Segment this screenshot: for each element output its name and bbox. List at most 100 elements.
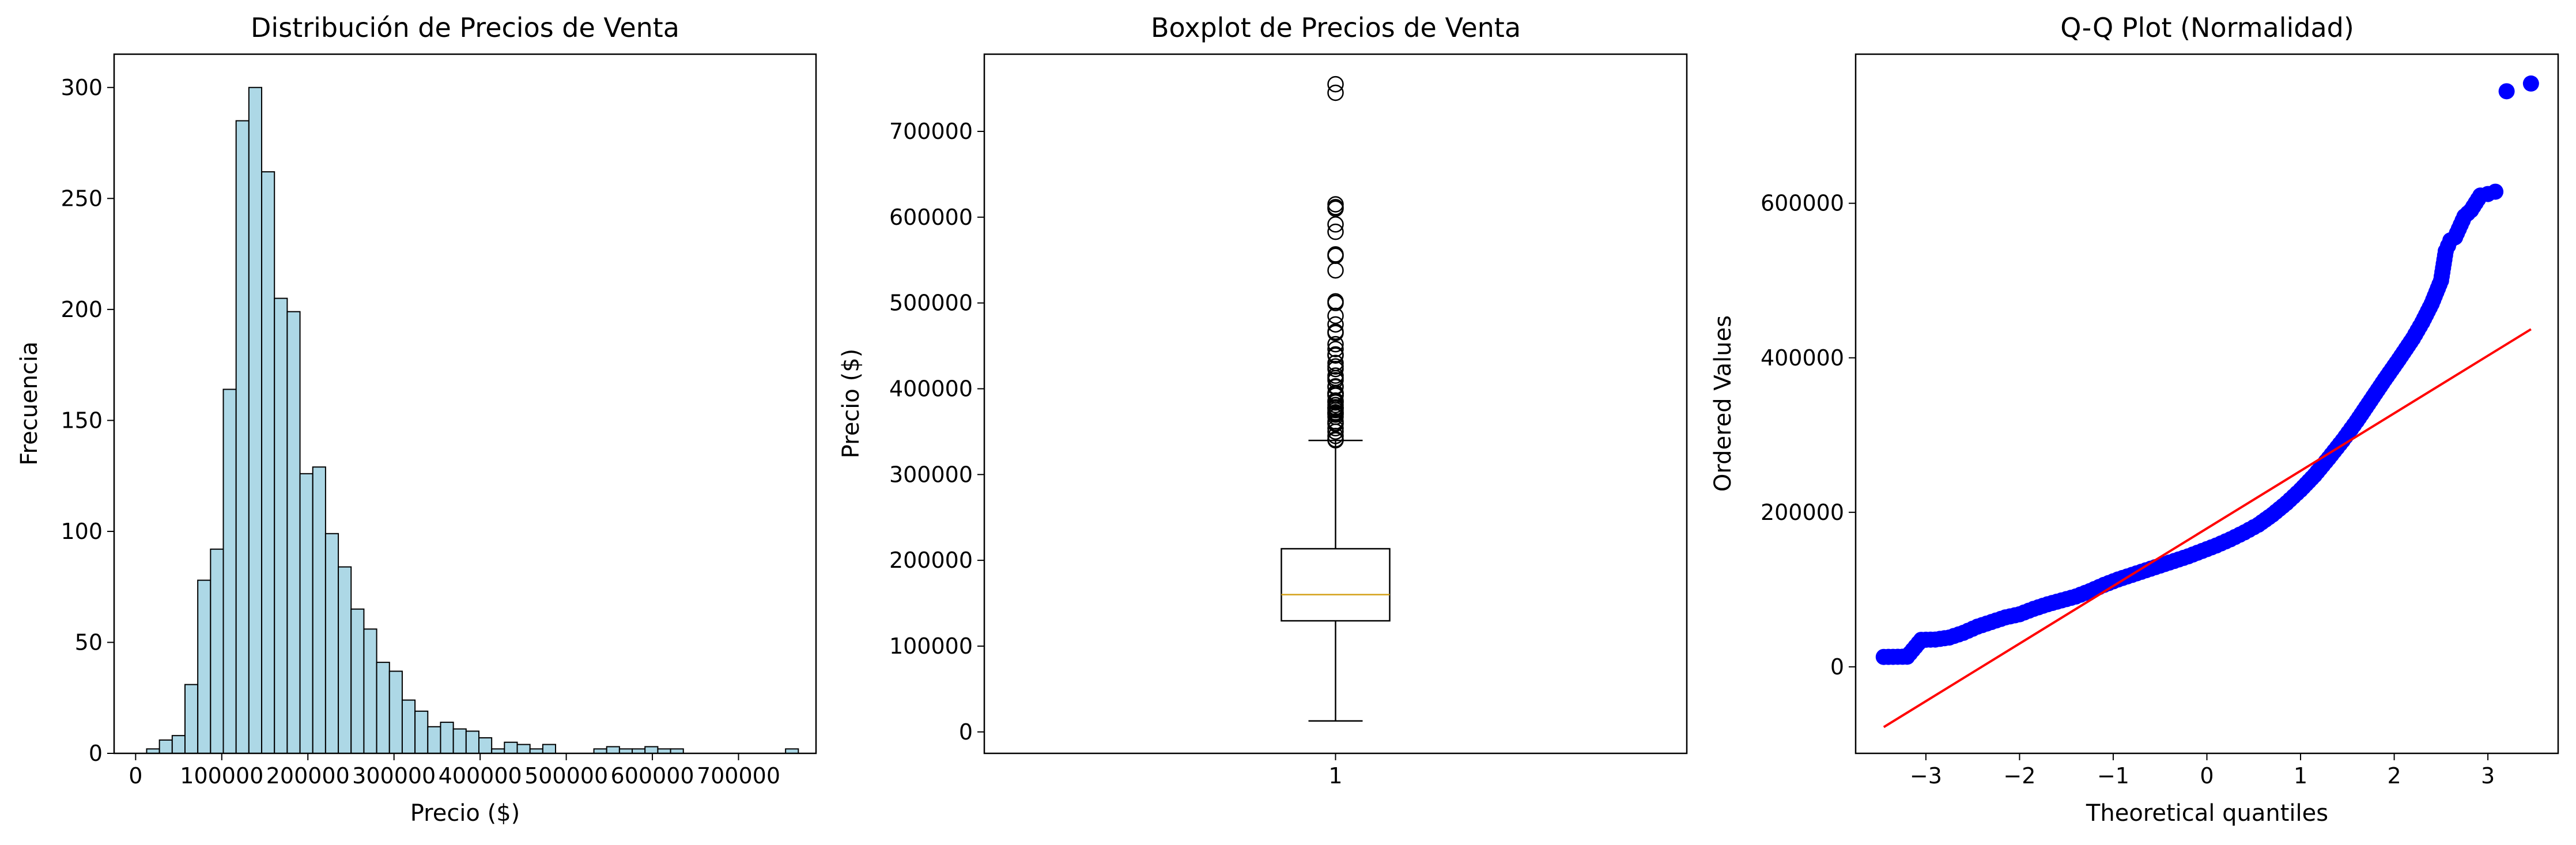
qq-x-ticks: −3 −2 −1 0 1 2 3 bbox=[1910, 753, 2495, 789]
iqr-box bbox=[1281, 548, 1391, 622]
histogram-bar bbox=[427, 726, 441, 755]
histogram-bar bbox=[606, 746, 620, 755]
x-tick-label: −1 bbox=[2097, 763, 2129, 789]
outlier-point bbox=[1327, 347, 1344, 364]
x-tick-label: 2 bbox=[2387, 763, 2401, 789]
x-tick-label: 200000 bbox=[266, 763, 350, 789]
histogram-bar bbox=[171, 735, 186, 754]
y-tick-label: 150 bbox=[61, 408, 103, 433]
qq-plot-body bbox=[1875, 75, 2539, 729]
qq-y-label: Ordered Values bbox=[1710, 315, 1736, 492]
histogram-bar bbox=[414, 710, 429, 755]
histogram-bar bbox=[158, 739, 173, 755]
histogram-bars bbox=[146, 86, 799, 755]
x-tick-label: −2 bbox=[2003, 763, 2035, 789]
histogram-bar bbox=[184, 684, 199, 754]
y-tick-label: 100000 bbox=[889, 633, 973, 659]
histogram-bar bbox=[376, 662, 390, 754]
histogram-bar bbox=[312, 466, 326, 754]
y-tick-label: 600000 bbox=[1761, 191, 1844, 216]
qq-fit-line bbox=[1883, 328, 2532, 729]
outlier-point bbox=[1327, 262, 1344, 279]
x-tick-label: 600000 bbox=[611, 763, 694, 789]
qq-panel: Q-Q Plot (Normalidad) −3 −2 −1 0 1 2 3 0 200000… bbox=[1710, 12, 2559, 827]
histogram-bar bbox=[644, 746, 659, 755]
histogram-title: Distribución de Precios de Venta bbox=[251, 12, 679, 43]
histogram-bar bbox=[388, 670, 403, 754]
qq-point bbox=[2498, 83, 2515, 100]
qq-frame bbox=[1854, 53, 2559, 755]
histogram-x-ticks: 0 100000 200000 300000 400000 500000 600000 700… bbox=[129, 753, 780, 789]
outlier-point bbox=[1327, 76, 1344, 93]
y-tick-label: 700000 bbox=[889, 119, 973, 144]
y-tick-label: 300 bbox=[61, 75, 103, 100]
histogram-bar bbox=[516, 744, 531, 754]
y-tick-label: 500000 bbox=[889, 291, 973, 316]
x-tick-label: 1 bbox=[1328, 763, 1342, 789]
boxplot-body bbox=[1281, 76, 1391, 722]
outlier-point bbox=[1327, 432, 1344, 449]
histogram-bar bbox=[324, 533, 339, 754]
histogram-bar bbox=[542, 744, 557, 754]
x-tick-label: 400000 bbox=[439, 763, 522, 789]
histogram-bar bbox=[363, 628, 377, 755]
histogram-bar bbox=[504, 741, 518, 754]
histogram-panel: Distribución de Precios de Venta 0 100000… bbox=[16, 12, 817, 827]
x-tick-label: 300000 bbox=[352, 763, 436, 789]
outlier-point bbox=[1327, 360, 1344, 378]
outlier-point bbox=[1327, 223, 1344, 240]
histogram-frame bbox=[113, 53, 817, 755]
outlier-point bbox=[1327, 316, 1344, 333]
histogram-bar bbox=[222, 388, 237, 754]
boxplot-y-ticks: 0 100000 200000 300000 400000 500000 600000 700… bbox=[889, 119, 984, 745]
qq-point bbox=[2487, 183, 2504, 200]
outlier-point bbox=[1327, 307, 1344, 325]
histogram-bar bbox=[261, 171, 275, 755]
y-tick-label: 400000 bbox=[1761, 345, 1844, 371]
outlier-point bbox=[1327, 295, 1344, 311]
y-tick-label: 300000 bbox=[889, 462, 973, 487]
histogram-bar bbox=[478, 737, 493, 754]
qq-y-ticks: 0 200000 400000 600000 bbox=[1761, 191, 1856, 680]
x-tick-label: 100000 bbox=[180, 763, 263, 789]
boxplot-panel: Boxplot de Precios de Venta 1 0 100000 200… bbox=[838, 12, 1688, 789]
histogram-bar bbox=[452, 728, 467, 754]
y-tick-label: 200000 bbox=[889, 548, 973, 573]
y-tick-label: 250 bbox=[61, 186, 103, 211]
x-tick-label: −3 bbox=[1910, 763, 1942, 789]
boxplot-x-ticks: 1 bbox=[1328, 753, 1343, 789]
histogram-bar bbox=[299, 473, 313, 754]
y-tick-label: 200000 bbox=[1761, 500, 1844, 525]
histogram-x-label: Precio ($) bbox=[410, 800, 520, 827]
y-tick-label: 200 bbox=[61, 297, 103, 322]
histogram-bar bbox=[465, 730, 479, 755]
histogram-bar bbox=[210, 548, 224, 754]
histogram-bar bbox=[248, 86, 263, 754]
outlier-point bbox=[1327, 341, 1344, 357]
outlier-point bbox=[1327, 325, 1344, 341]
y-tick-label: 400000 bbox=[889, 376, 973, 401]
qq-title: Q-Q Plot (Normalidad) bbox=[2060, 12, 2354, 43]
outlier-point bbox=[1327, 246, 1344, 263]
outlier-point bbox=[1327, 335, 1344, 353]
qq-x-label: Theoretical quantiles bbox=[2086, 800, 2328, 827]
y-tick-label: 600000 bbox=[889, 205, 973, 230]
histogram-bar bbox=[401, 699, 416, 754]
histogram-bar bbox=[350, 608, 365, 754]
outlier-point bbox=[1327, 428, 1344, 444]
histogram-bar bbox=[235, 120, 250, 754]
outlier-point bbox=[1327, 423, 1344, 440]
boxplot-title: Boxplot de Precios de Venta bbox=[1151, 12, 1521, 43]
x-tick-label: 500000 bbox=[524, 763, 608, 789]
histogram-bar bbox=[197, 579, 211, 755]
histogram-y-label: Frecuencia bbox=[16, 341, 43, 465]
y-tick-label: 100 bbox=[61, 519, 103, 544]
histogram-bar bbox=[440, 722, 454, 754]
histogram-y-ticks: 0 50 100 150 200 250 300 bbox=[61, 75, 114, 766]
y-tick-label: 0 bbox=[89, 741, 103, 766]
x-tick-label: 3 bbox=[2481, 763, 2495, 789]
x-tick-label: 700000 bbox=[697, 763, 780, 789]
histogram-bar bbox=[286, 311, 301, 754]
outlier-point bbox=[1327, 420, 1344, 437]
